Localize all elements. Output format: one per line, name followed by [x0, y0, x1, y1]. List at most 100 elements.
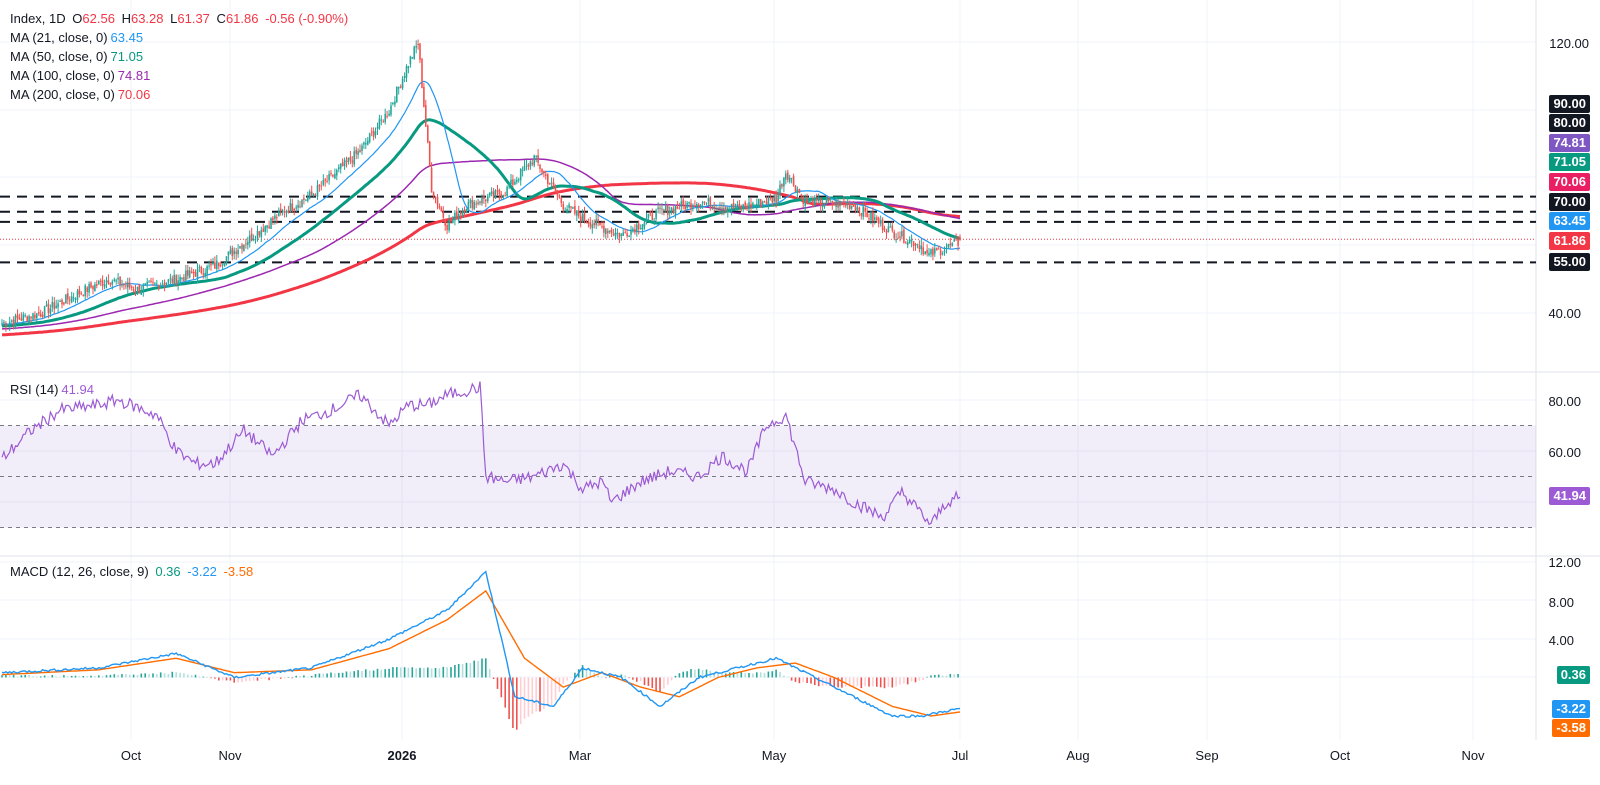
candle-body [630, 229, 632, 235]
candle-body [591, 224, 594, 229]
macd-histogram-bar [554, 677, 557, 701]
candle-body [221, 264, 224, 266]
macd-histogram-bar [171, 671, 174, 678]
macd-histogram-bar [90, 675, 92, 678]
candle-body [481, 197, 483, 204]
macd-histogram-bar [326, 673, 328, 678]
macd-histogram-bar [527, 677, 530, 717]
candle-body [661, 208, 663, 210]
macd-histogram-bar [28, 675, 30, 678]
candle-body [773, 196, 775, 202]
candle-body [210, 263, 212, 266]
candle-body [930, 249, 932, 255]
candle-body [392, 103, 394, 104]
candle-body [601, 226, 603, 228]
macd-histogram-bar [492, 677, 495, 679]
macd-histogram-bar [105, 675, 108, 678]
macd-histogram-bar [620, 674, 623, 678]
candle-body [893, 231, 895, 239]
candle-body [603, 225, 605, 233]
candle-body [123, 284, 125, 286]
candle-body [922, 247, 924, 254]
macd-line-value: -3.22 [187, 564, 217, 579]
candle-body [181, 277, 183, 279]
candle-body [243, 244, 245, 251]
candle-body [301, 199, 303, 207]
ma100-line [1, 158, 961, 330]
candle-body [827, 196, 830, 202]
candle-body [216, 260, 218, 269]
candle-body [634, 228, 636, 233]
open-label: O [72, 11, 83, 26]
macd-histogram-bar [148, 674, 150, 678]
candle-body [957, 239, 959, 246]
macd-histogram-bar [175, 672, 177, 678]
candle-body [330, 173, 332, 174]
macd-histogram-bar [109, 674, 112, 678]
candle-body [140, 290, 143, 295]
macd-histogram-bar [295, 675, 297, 678]
candle-body [208, 265, 210, 267]
candle-body [80, 293, 83, 295]
macd-histogram-bar [283, 677, 286, 679]
macd-histogram-bar [194, 674, 197, 678]
macd-histogram-bar [450, 667, 452, 678]
candle-body [910, 239, 913, 242]
candle-body [709, 196, 712, 209]
candle-body [446, 225, 448, 230]
candle-body [632, 228, 634, 232]
candle-body [750, 203, 752, 208]
macd-histogram-bar [597, 675, 599, 678]
candle-body [738, 203, 741, 206]
rsi-legend: RSI (14) 41.94 [10, 382, 97, 397]
macd-histogram-bar [906, 677, 909, 685]
macd-histogram-bar [798, 677, 801, 684]
macd-histogram-bar [771, 671, 774, 678]
candle-body [767, 197, 770, 205]
candle-body [583, 212, 586, 221]
candle-body [154, 283, 156, 285]
macd-histogram-bar [937, 674, 940, 678]
candle-body [49, 308, 52, 314]
candle-body [547, 174, 549, 184]
macd-histogram-bar [787, 676, 789, 678]
candle-body [305, 199, 307, 201]
candle-body [488, 192, 491, 196]
ma21-label: MA (21, close, 0) [10, 30, 108, 45]
candle-body [759, 199, 762, 207]
candle-body [218, 262, 220, 267]
candle-body [545, 174, 547, 176]
candle-body [655, 210, 657, 219]
macd-histogram-bar [759, 672, 762, 678]
candle-body [777, 193, 779, 202]
candle-body [411, 57, 414, 59]
candle-body [829, 199, 832, 201]
candle-body [516, 179, 518, 182]
macd-histogram-bar [655, 677, 657, 691]
candle-body [262, 228, 265, 232]
candle-body [699, 204, 702, 208]
candle-body [206, 266, 208, 275]
candle-body [47, 303, 50, 313]
candle-body [574, 206, 576, 214]
candle-body [800, 194, 803, 196]
macd-histogram-bar [686, 671, 688, 678]
candle-body [173, 274, 175, 285]
candle-body [912, 241, 915, 246]
candle-body [908, 239, 911, 244]
candle-body [432, 192, 435, 197]
macd-line [1, 570, 961, 718]
candle-body [854, 205, 857, 211]
candle-body [465, 209, 468, 213]
candle-body [159, 285, 162, 288]
candle-body [796, 189, 799, 193]
candle-body [303, 198, 305, 200]
candle-body [332, 174, 334, 177]
macd-histogram-bar [353, 671, 355, 678]
macd-histogram-bar [229, 677, 232, 681]
macd-histogram-bar [837, 677, 839, 688]
macd-histogram-bar [817, 677, 820, 687]
candle-body [541, 168, 543, 173]
macd-histogram-bar [701, 670, 704, 678]
